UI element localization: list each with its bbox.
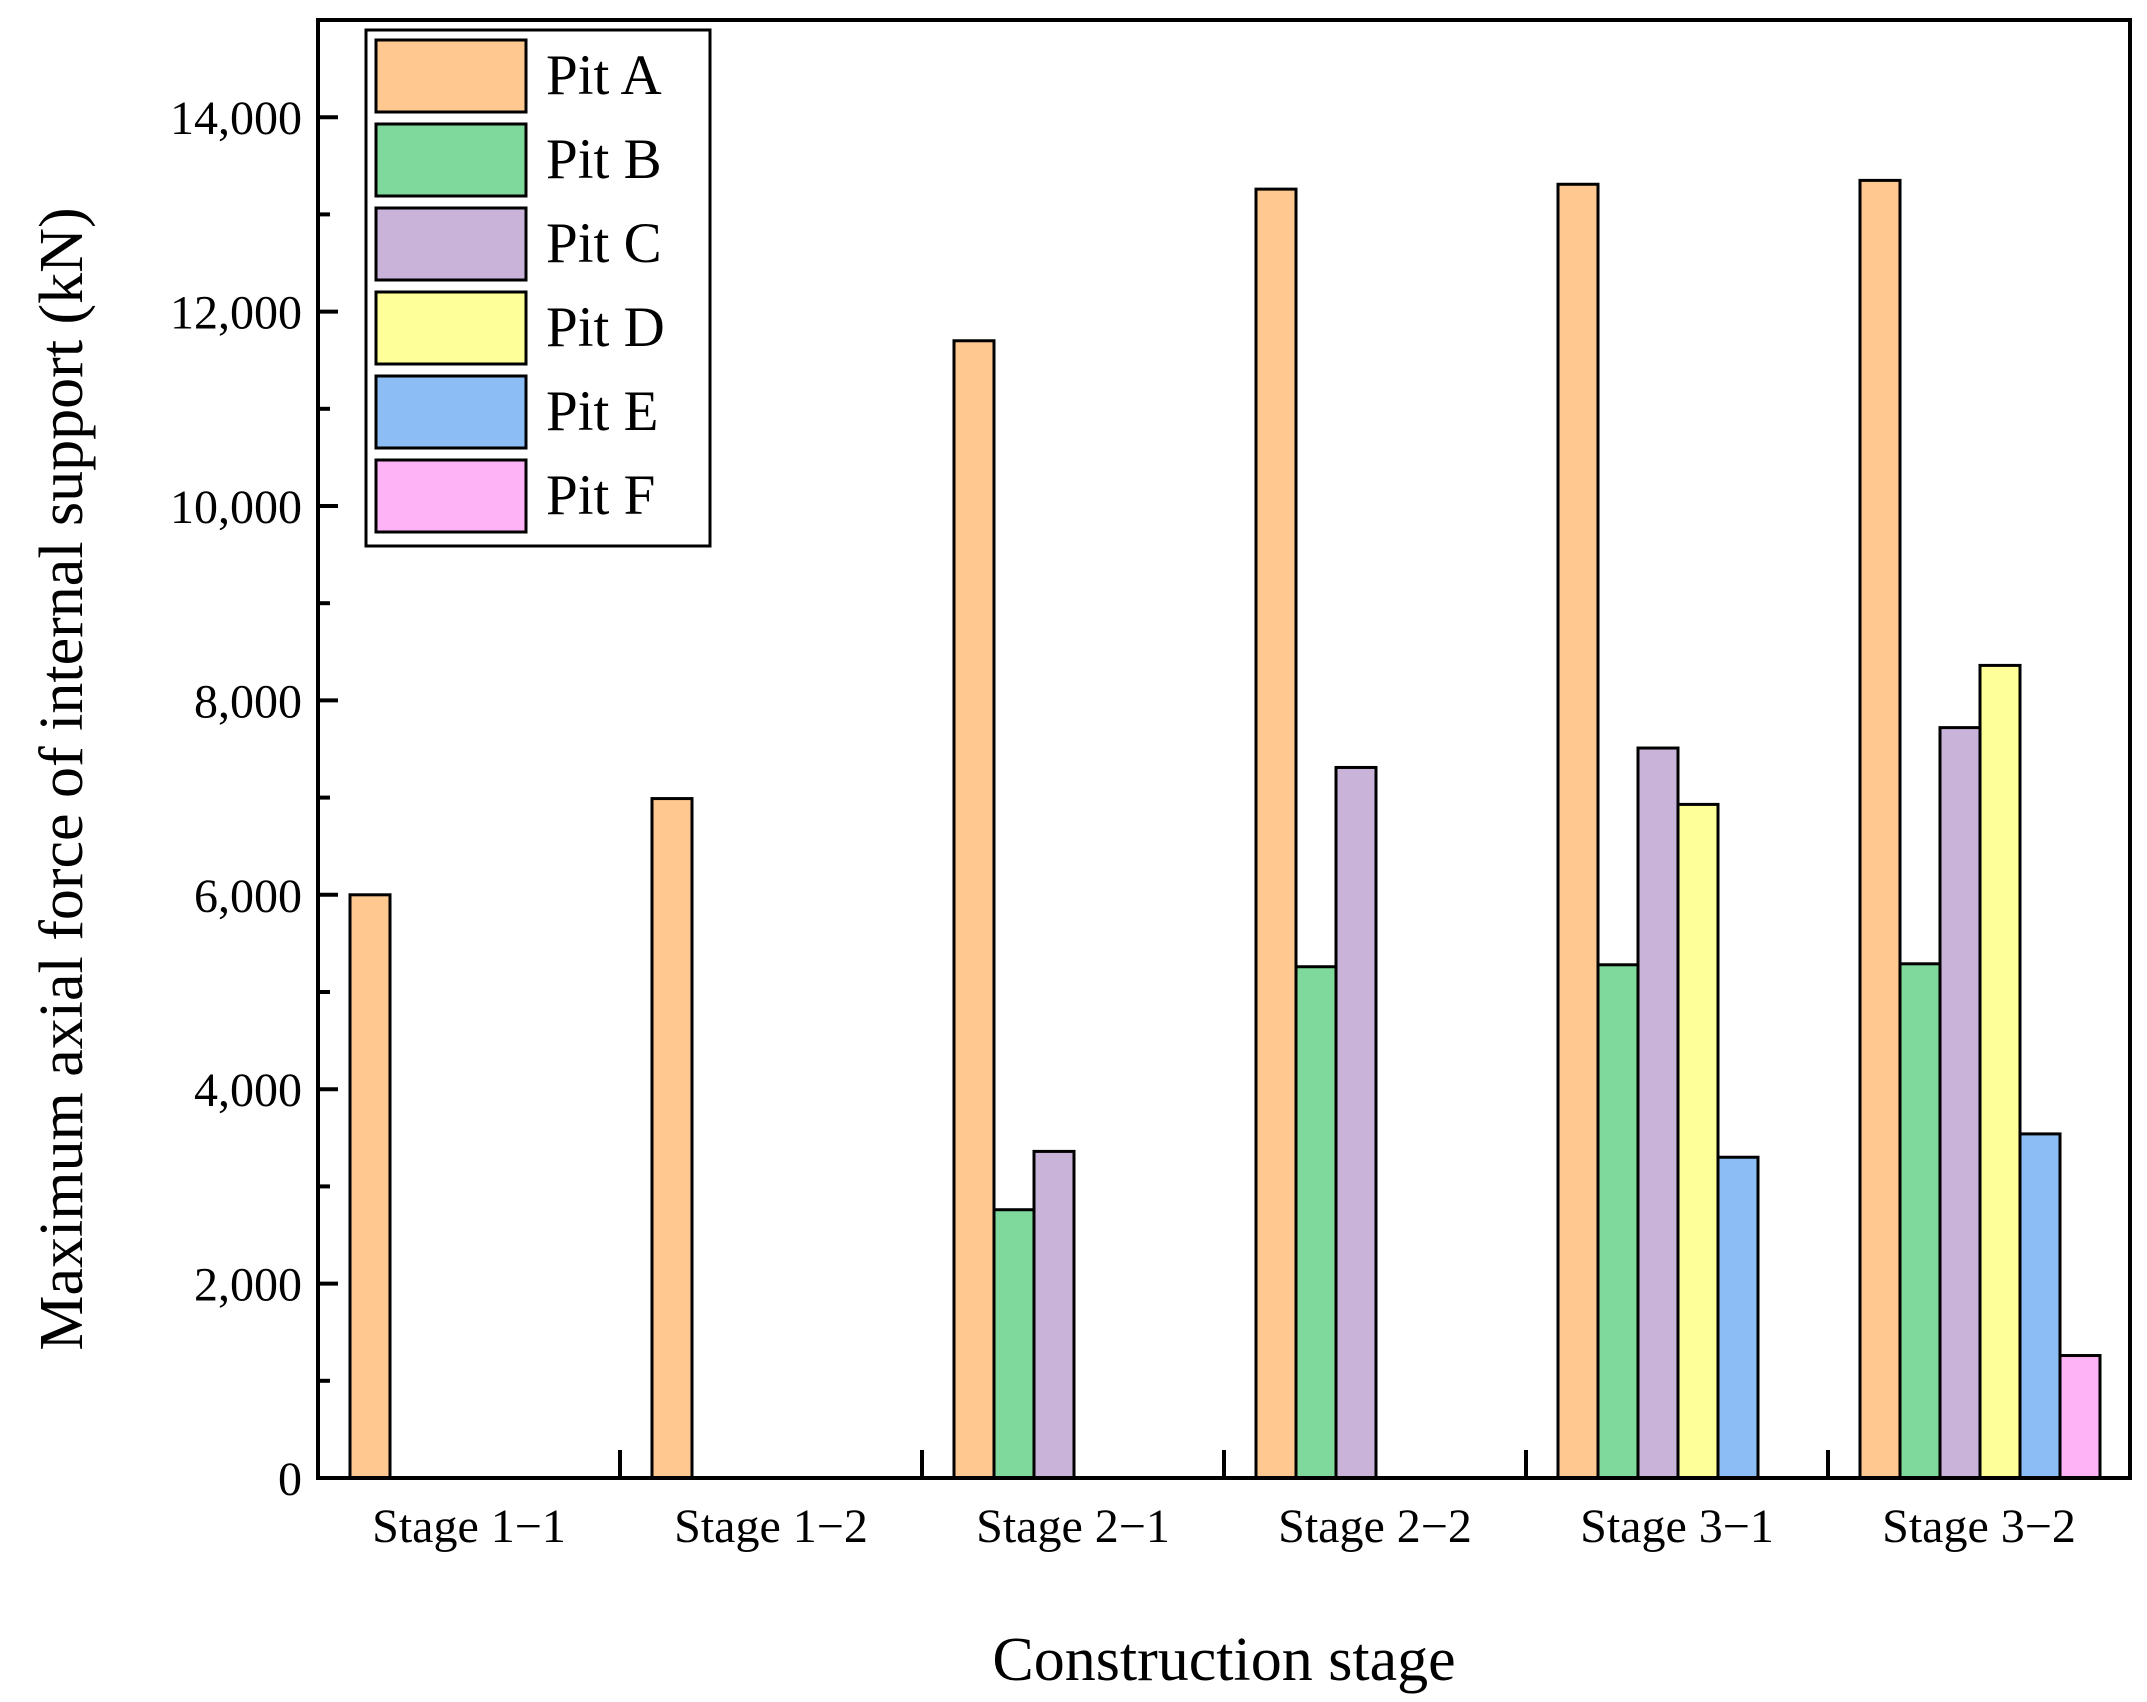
- bars-layer: [348, 178, 2102, 1480]
- bar-pit-b-3: [992, 1208, 1036, 1480]
- legend: Pit A Pit B Pit C Pit D Pit E Pit F: [364, 28, 712, 548]
- legend-label: Pit A: [546, 44, 662, 107]
- bar-pit-a-5: [1556, 182, 1600, 1480]
- legend-label: Pit C: [546, 212, 662, 275]
- bar-pit-c-3: [1032, 1149, 1076, 1480]
- bar-pit-a-4: [1254, 187, 1298, 1480]
- bar-pit-c-4: [1334, 765, 1378, 1480]
- x-tick-label: Stage 3−1: [1580, 1500, 1774, 1553]
- x-tick-label: Stage 3−2: [1882, 1500, 2076, 1553]
- legend-swatch: [374, 374, 528, 450]
- bar-pit-a-6: [1858, 178, 1902, 1480]
- bar-pit-b-6: [1898, 962, 1942, 1480]
- bar-pit-c-5: [1636, 746, 1680, 1480]
- legend-swatch: [374, 290, 528, 366]
- bar-pit-a-2: [650, 797, 694, 1480]
- bar-pit-d-5: [1676, 802, 1720, 1480]
- legend-label: Pit D: [546, 296, 665, 359]
- y-tick-label: 12,000: [170, 287, 302, 340]
- bar-pit-c-6: [1938, 726, 1982, 1480]
- y-tick-label: 4,000: [194, 1064, 302, 1117]
- y-tick-label: 2,000: [194, 1259, 302, 1312]
- legend-label: Pit E: [546, 380, 658, 443]
- bar-pit-e-6: [2018, 1132, 2062, 1480]
- y-axis-title: Maximum axial force of internal support …: [28, 207, 96, 1350]
- bar-pit-d-6: [1978, 663, 2022, 1480]
- bar-pit-a-1: [348, 893, 392, 1480]
- x-tick-label: Stage 1−1: [372, 1500, 566, 1553]
- legend-swatch: [374, 206, 528, 282]
- legend-swatch: [374, 458, 528, 534]
- y-tick-label: 8,000: [194, 675, 302, 728]
- bar-pit-e-5: [1716, 1155, 1760, 1480]
- bar-pit-b-5: [1596, 963, 1640, 1480]
- y-tick-label: 0: [278, 1453, 302, 1506]
- y-tick-label: 10,000: [170, 481, 302, 534]
- axes-layer: 0 2,000 4,000 6,000 8,000 10,000 12,000 14,000 S…: [170, 18, 2132, 1553]
- legend-swatch: [374, 122, 528, 198]
- bar-pit-a-3: [952, 339, 996, 1480]
- bar-pit-f-6: [2058, 1354, 2102, 1480]
- x-tick-label: Stage 1−2: [674, 1500, 868, 1553]
- x-tick-label: Stage 2−1: [976, 1500, 1170, 1553]
- legend-label: Pit F: [546, 464, 655, 527]
- x-axis-title: Construction stage: [992, 1626, 1455, 1694]
- legend-swatch: [374, 38, 528, 114]
- x-tick-label: Stage 2−2: [1278, 1500, 1472, 1553]
- y-tick-label: 14,000: [170, 92, 302, 145]
- bar-pit-b-4: [1294, 965, 1338, 1480]
- legend-label: Pit B: [546, 128, 662, 191]
- y-tick-label: 6,000: [194, 870, 302, 923]
